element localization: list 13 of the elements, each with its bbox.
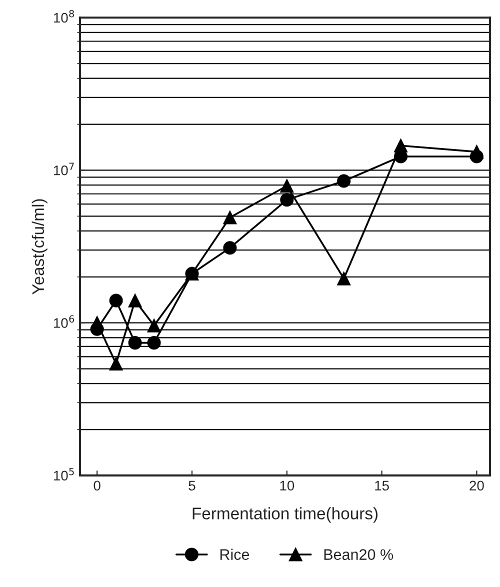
legend-label: Bean20 % bbox=[324, 549, 394, 560]
x-tick-label: 10 bbox=[280, 480, 294, 491]
y-tick-label: 10$^{7}$ bbox=[54, 162, 74, 176]
x-axis-title: Fermentation time(hours) bbox=[192, 507, 378, 523]
x-tick-label: 20 bbox=[470, 480, 484, 491]
y-tick-label: 10$^{5}$ bbox=[54, 468, 74, 481]
x-tick-label: 0 bbox=[94, 480, 100, 491]
legend-label: Rice bbox=[220, 548, 250, 560]
x-tick-label: 5 bbox=[188, 480, 196, 491]
y-tick-label: 10$^{8}$ bbox=[54, 10, 74, 23]
y-axis-title: Yeast(cfu/ml) bbox=[32, 199, 48, 294]
x-tick-label: 15 bbox=[375, 480, 389, 491]
y-tick-label: 10$^{6}$ bbox=[54, 315, 74, 328]
